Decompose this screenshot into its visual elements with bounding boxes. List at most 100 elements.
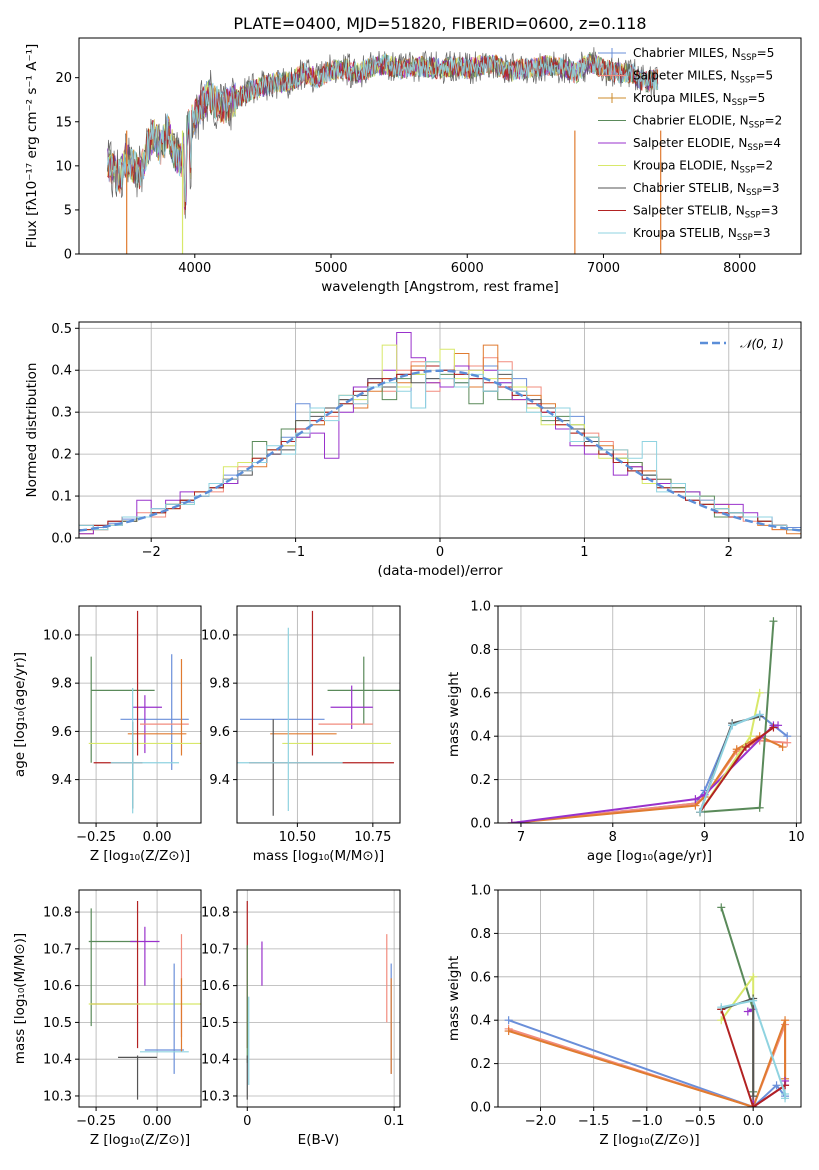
- x-tick-label: −2.0: [525, 1114, 557, 1129]
- legend-label-main: Chabrier MILES, N: [633, 46, 741, 60]
- x-tick-label: 6000: [451, 261, 484, 276]
- legend-label: Kroupa ELODIE, NSSP=2: [633, 159, 773, 176]
- x-tick-label: 0.0: [743, 1114, 764, 1129]
- y-tick-label: 10.5: [201, 1016, 230, 1031]
- spectrum-lines: [107, 47, 662, 254]
- histogram-group: [79, 332, 801, 538]
- legend-label-main: Salpeter STELIB, N: [633, 204, 745, 218]
- y-tick-label: 10.0: [43, 628, 72, 643]
- legend-label: Chabrier MILES, NSSP=5: [633, 46, 774, 63]
- x-tick-label: 10.75: [354, 830, 391, 845]
- y-tick-label: 0: [64, 248, 72, 263]
- massweight-group: [504, 903, 790, 1107]
- legend-label-suffix: =5: [757, 46, 775, 60]
- y-tick-label: 10.6: [201, 979, 230, 994]
- y-tick-label: 10.7: [43, 942, 72, 957]
- y-tick-label: 10.7: [201, 942, 230, 957]
- x-tick-label: 5000: [314, 261, 347, 276]
- panel-6-grid: [237, 890, 400, 1107]
- panel-2-ylabel: age [log₁₀(age/yr)]: [12, 652, 28, 777]
- x-tick-label: −1: [286, 545, 305, 560]
- x-tick-label: −0.25: [76, 1114, 116, 1129]
- panel-2-grid: [79, 606, 201, 823]
- panel-3-xlabel: mass [log₁₀(M/M⊙)]: [253, 848, 384, 864]
- x-tick-label: 10: [788, 830, 805, 845]
- legend-label-sub: SSP: [745, 211, 761, 221]
- x-tick-label: 8000: [723, 261, 756, 276]
- legend-label-suffix: =5: [755, 69, 773, 83]
- y-tick-label: 10.4: [43, 1053, 72, 1068]
- x-tick-label: 2: [725, 545, 733, 560]
- y-tick-label: 9.6: [51, 725, 72, 740]
- y-tick-label: 0.6: [470, 970, 491, 985]
- x-tick-label: 7000: [587, 261, 620, 276]
- y-tick-label: 0.6: [470, 686, 491, 701]
- legend-label-sub: SSP: [740, 76, 756, 86]
- y-tick-label: 10.6: [43, 979, 72, 994]
- x-tick-label: −2: [142, 545, 161, 560]
- legend-label-sub: SSP: [741, 53, 757, 63]
- y-tick-label: 10.3: [201, 1089, 230, 1104]
- legend-label: Kroupa STELIB, NSSP=3: [633, 226, 771, 243]
- y-tick-label: 10.8: [43, 906, 72, 921]
- y-tick-label: 9.4: [51, 773, 72, 788]
- legend-label: Kroupa MILES, NSSP=5: [633, 91, 765, 108]
- legend-label-main: Chabrier ELODIE, N: [633, 114, 749, 128]
- y-tick-label: 0.4: [470, 730, 491, 745]
- panel-1-xlabel: (data-model)/error: [377, 563, 503, 579]
- y-tick-label: 5: [64, 203, 72, 218]
- figure-title: PLATE=0400, MJD=51820, FIBERID=0600, z=0…: [233, 14, 646, 33]
- legend-label-suffix: =3: [761, 204, 779, 218]
- panel-5-xlabel: Z [log₁₀(Z/Z⊙)]: [90, 1132, 190, 1148]
- legend-label: Chabrier ELODIE, NSSP=2: [633, 114, 782, 131]
- legend-label-main: Kroupa ELODIE, N: [633, 159, 740, 173]
- x-tick-label: 0.1: [384, 1114, 405, 1129]
- y-tick-label: 0.4: [470, 1014, 491, 1029]
- legend-label-suffix: =4: [763, 136, 781, 150]
- y-tick-label: 0.0: [470, 817, 491, 832]
- x-tick-label: −1.0: [631, 1114, 663, 1129]
- y-tick-label: 0.2: [470, 1057, 491, 1072]
- y-tick-label: 0.8: [470, 927, 491, 942]
- x-tick-label: 7: [517, 830, 525, 845]
- legend-label-sub: SSP: [737, 233, 753, 243]
- legend-label-main: Salpeter ELODIE, N: [633, 136, 747, 150]
- panel-5-frame: [78, 889, 202, 1108]
- y-tick-label: 0.4: [51, 364, 72, 379]
- spectrum-series: [107, 47, 659, 219]
- panel-3-frame: [236, 605, 401, 824]
- errorbar-group: [237, 610, 400, 816]
- errorbar-group: [246, 901, 392, 1100]
- y-tick-label: 10.4: [201, 1053, 230, 1068]
- legend-label-main: Chabrier STELIB, N: [633, 181, 746, 195]
- y-tick-label: 9.8: [51, 677, 72, 692]
- panel-6-xlabel: E(B-V): [298, 1132, 340, 1148]
- massweight-group: [507, 617, 792, 823]
- x-tick-label: 0: [243, 1114, 251, 1129]
- y-tick-label: 0.8: [470, 643, 491, 658]
- panel-0-ylabel: Flux [fλ10⁻¹⁷ erg cm⁻² s⁻¹ A⁻¹]: [24, 44, 40, 249]
- legend-label-main: Kroupa MILES, N: [633, 91, 732, 105]
- panel-6-frame: [236, 889, 401, 1108]
- legend-label: Salpeter MILES, NSSP=5: [633, 69, 773, 86]
- errorbar-group: [88, 610, 201, 814]
- legend-label-sub: SSP: [746, 188, 762, 198]
- x-tick-label: 8: [609, 830, 617, 845]
- legend-label-sub: SSP: [749, 121, 765, 131]
- panel-7-ylabel: mass weight: [446, 956, 462, 1041]
- legend-label: Chabrier STELIB, NSSP=3: [633, 181, 780, 198]
- legend-label-suffix: =3: [753, 226, 771, 240]
- errorbar-group: [88, 901, 201, 1100]
- panel-3-grid: [237, 606, 400, 823]
- x-tick-label: 4000: [178, 261, 211, 276]
- legend-label-suffix: =3: [762, 181, 780, 195]
- panel-2-frame: [78, 605, 202, 824]
- panel-2-xlabel: Z [log₁₀(Z/Z⊙)]: [90, 848, 190, 864]
- panel-4-ylabel: mass weight: [446, 672, 462, 757]
- x-tick-label: −0.5: [684, 1114, 716, 1129]
- x-tick-label: −1.5: [578, 1114, 610, 1129]
- legend-label: Salpeter ELODIE, NSSP=4: [633, 136, 781, 153]
- legend-label-suffix: =5: [748, 91, 766, 105]
- massweight-series: [508, 1019, 787, 1107]
